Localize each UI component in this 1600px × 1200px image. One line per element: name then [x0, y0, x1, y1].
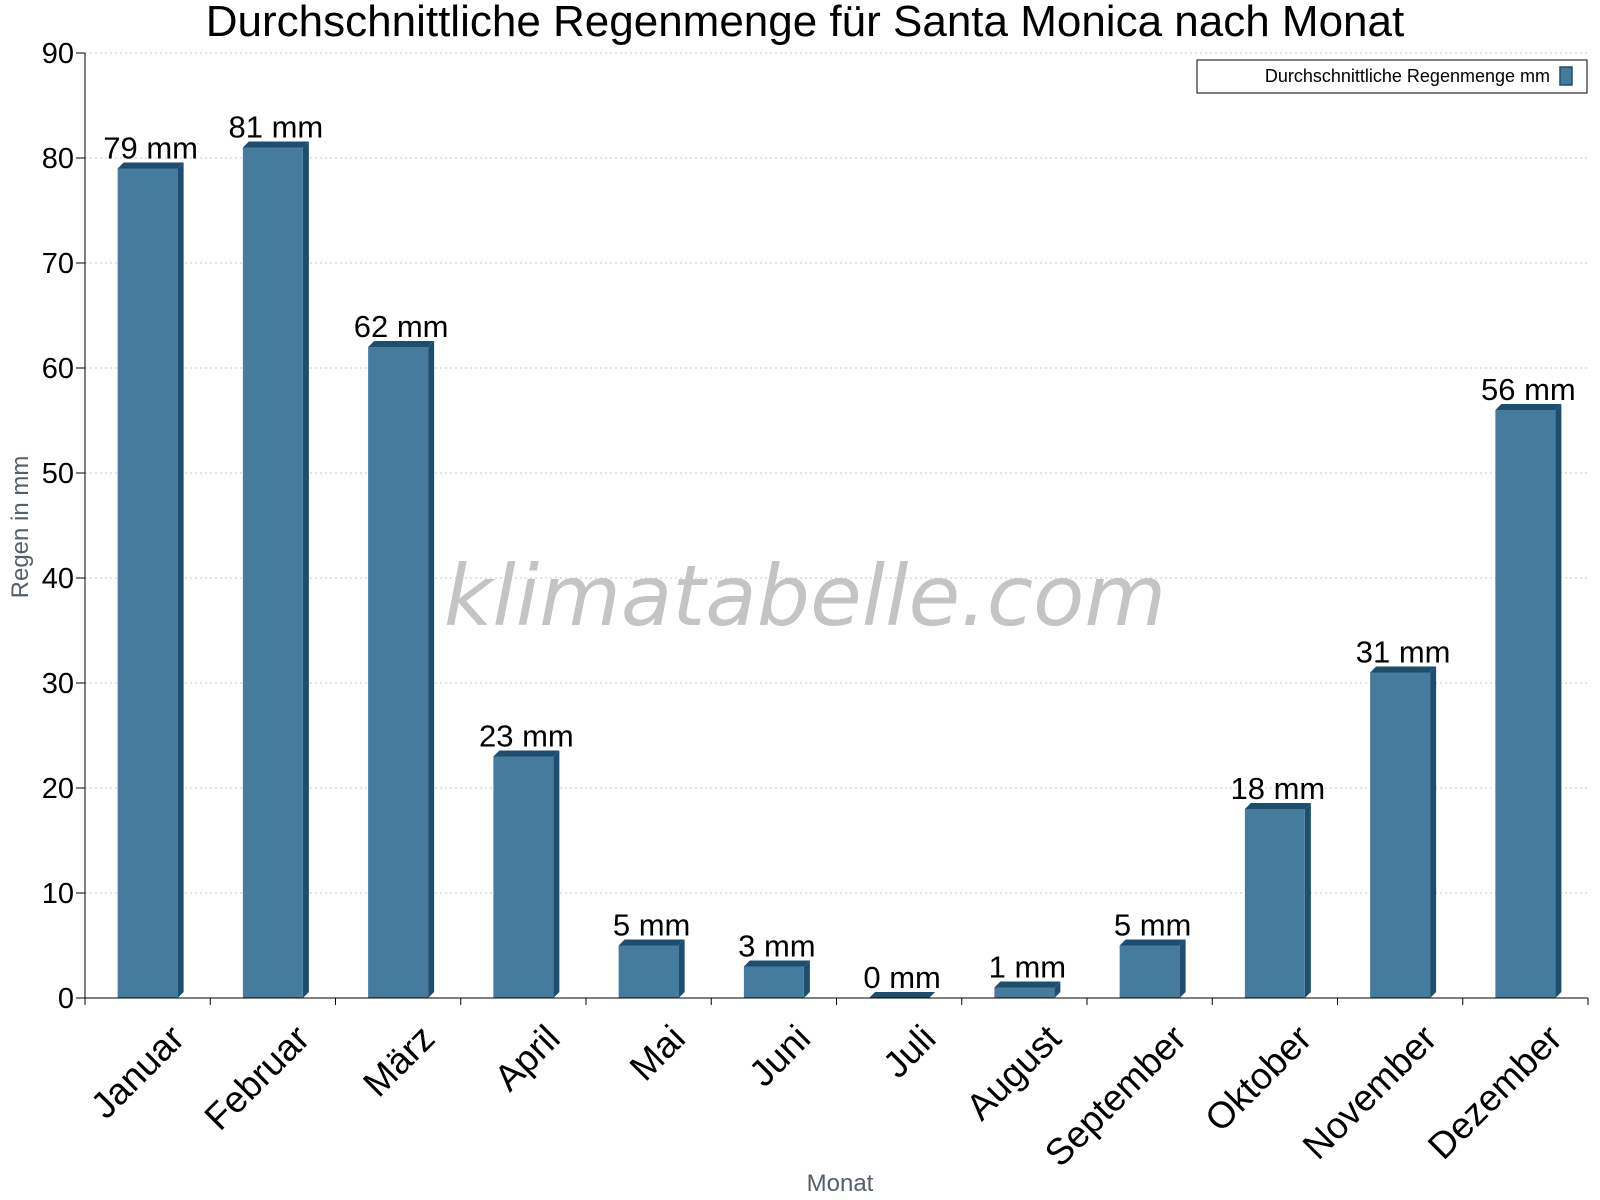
- legend: Durchschnittliche Regenmenge mm: [1196, 59, 1588, 94]
- y-tick-label: 80: [42, 143, 74, 175]
- bar-side: [1179, 939, 1186, 998]
- x-axis-title: Monat: [807, 1170, 874, 1197]
- bar-top: [1495, 404, 1562, 410]
- bar-front: [743, 966, 804, 998]
- axes: 0 10 20 30 40 50 60 70 80 90: [42, 38, 1589, 1015]
- bar-side: [302, 141, 309, 998]
- value-label: 23 mm: [479, 719, 574, 754]
- x-tick-label: Mai: [622, 1017, 693, 1088]
- bar-front: [1119, 945, 1180, 998]
- bar-front: [242, 147, 303, 998]
- value-label: 81 mm: [229, 110, 324, 145]
- bar-side: [428, 341, 435, 998]
- bar-side: [1304, 803, 1311, 998]
- bar-side: [1555, 404, 1562, 998]
- x-tick-label: Februar: [197, 1017, 318, 1138]
- bar-top: [1119, 939, 1186, 946]
- value-label: 79 mm: [103, 131, 198, 166]
- bar-oktober: [1244, 803, 1311, 998]
- bar-side: [553, 750, 560, 998]
- bar-front: [618, 945, 679, 998]
- bar-september: [1119, 939, 1186, 998]
- x-tick-label: Oktober: [1197, 1017, 1319, 1139]
- x-tick-label: August: [958, 1017, 1069, 1128]
- bar-top: [743, 960, 810, 967]
- value-label: 3 mm: [738, 929, 816, 964]
- bar-februar: [242, 141, 309, 998]
- bar-top: [1244, 803, 1311, 809]
- y-axis-title: Regen in mm: [7, 456, 34, 599]
- bar-side: [678, 939, 685, 998]
- bar-front: [368, 347, 429, 998]
- x-tick-label: Januar: [83, 1017, 192, 1126]
- bar-mai: [618, 939, 685, 998]
- bars: [117, 141, 1562, 998]
- bar-januar: [117, 162, 184, 998]
- value-label: 56 mm: [1481, 372, 1576, 407]
- legend-label: Durchschnittliche Regenmenge mm: [1265, 66, 1550, 86]
- bar-top: [618, 939, 685, 946]
- y-tick-label: 90: [42, 38, 74, 70]
- y-tick-label: 40: [42, 563, 74, 595]
- value-label: 62 mm: [354, 309, 449, 344]
- value-label: 1 mm: [989, 950, 1067, 985]
- bar-side: [1430, 666, 1437, 998]
- bar-märz: [368, 341, 435, 998]
- x-tick-label: November: [1295, 1017, 1445, 1167]
- value-label: 5 mm: [1114, 908, 1192, 943]
- bar-top: [117, 162, 184, 169]
- x-tick-label: Juli: [875, 1017, 943, 1085]
- y-tick-label: 60: [42, 353, 74, 385]
- bar-top: [994, 981, 1061, 988]
- x-tick-labels: Januar Februar März April Mai Juni Juli AugustS…: [83, 1017, 1570, 1174]
- bar-side: [803, 960, 810, 998]
- bar-side: [177, 162, 184, 998]
- bar-front: [1370, 672, 1431, 998]
- x-tick-label: Dezember: [1420, 1017, 1570, 1167]
- bar-november: [1370, 666, 1437, 998]
- bar-august: [994, 981, 1061, 998]
- x-tick-label: März: [355, 1017, 442, 1104]
- bar-dezember: [1495, 404, 1562, 998]
- watermark: klimatabelle.com: [444, 547, 1167, 645]
- legend-box: [1196, 59, 1588, 94]
- value-labels: 79 mm 81 mm 62 mm 23 mm 5 mm 3 mm 0 mm 1 mm 5 mm…: [103, 110, 1576, 996]
- bar-juli: [869, 992, 936, 998]
- y-tick-label: 0: [58, 983, 74, 1015]
- bar-top: [1370, 666, 1437, 673]
- legend-swatch: [1559, 66, 1573, 86]
- value-label: 31 mm: [1356, 635, 1451, 670]
- x-tick-label: April: [486, 1017, 567, 1098]
- value-label: 0 mm: [863, 960, 941, 995]
- y-tick-label: 50: [42, 458, 74, 490]
- bar-front: [117, 168, 178, 998]
- bar-april: [493, 750, 560, 998]
- y-tick-label: 30: [42, 668, 74, 700]
- bar-front: [493, 756, 554, 998]
- bar-front: [1495, 410, 1556, 998]
- bar-juni: [743, 960, 810, 998]
- x-tick-label: Juni: [741, 1017, 818, 1094]
- bar-top: [242, 141, 309, 148]
- gridlines: [85, 52, 1588, 894]
- bar-side: [1054, 981, 1061, 998]
- value-label: 18 mm: [1231, 771, 1326, 806]
- bar-front: [1244, 809, 1305, 998]
- bar-top: [493, 750, 560, 757]
- y-tick-label: 20: [42, 773, 74, 805]
- bar-top: [368, 341, 435, 347]
- bar-front: [994, 987, 1055, 998]
- y-tick-label: 70: [42, 248, 74, 280]
- chart-title: Durchschnittliche Regenmenge für Santa M…: [206, 0, 1404, 46]
- y-tick-label: 10: [42, 878, 74, 910]
- bar-top: [869, 992, 936, 998]
- value-label: 5 mm: [613, 908, 691, 943]
